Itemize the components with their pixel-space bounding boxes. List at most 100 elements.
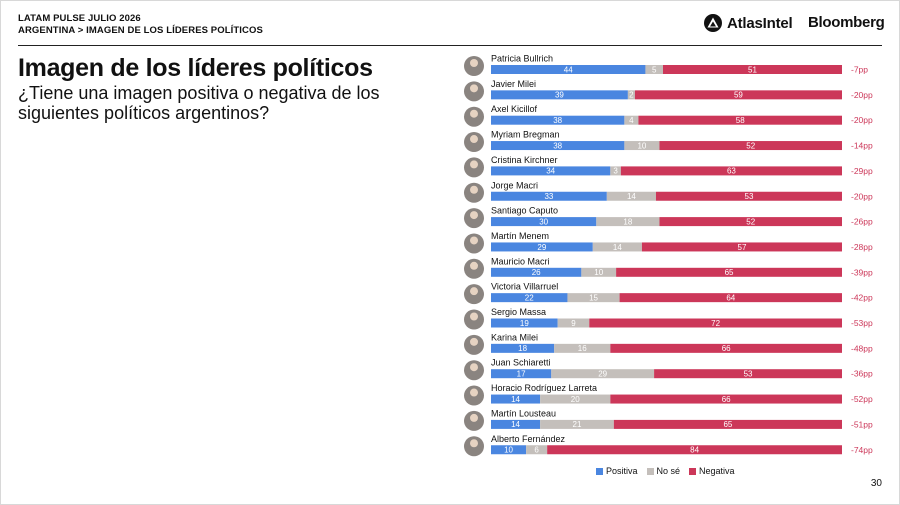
bar-negativa bbox=[589, 318, 842, 328]
politician-name: Santiago Caputo bbox=[491, 206, 558, 216]
bar-positiva bbox=[491, 419, 541, 429]
politician-name: Martín Lousteau bbox=[491, 408, 556, 418]
politician-name: Cristina Kirchner bbox=[491, 155, 558, 165]
bar-positiva bbox=[491, 267, 582, 277]
net-diff-label: -28pp bbox=[851, 242, 873, 252]
bar-nos bbox=[551, 369, 655, 379]
legend-swatch-nose bbox=[646, 467, 654, 475]
politician-name: Karina Milei bbox=[491, 332, 538, 342]
chart-legend: Positiva No sé Negativa bbox=[596, 466, 735, 476]
data-label: 3 bbox=[613, 167, 618, 176]
bar-nos bbox=[606, 191, 656, 201]
data-label: 52 bbox=[746, 141, 755, 150]
data-label: 16 bbox=[578, 344, 587, 353]
atlasintel-logo: AtlasIntel bbox=[703, 13, 793, 33]
data-label: 21 bbox=[573, 420, 582, 429]
net-diff-label: -20pp bbox=[851, 90, 873, 100]
net-diff-label: -39pp bbox=[851, 267, 873, 277]
bar-nos bbox=[540, 394, 611, 404]
bar-negativa bbox=[662, 65, 842, 74]
bar-positiva bbox=[491, 242, 593, 252]
net-diff-label: -42pp bbox=[851, 293, 873, 303]
legend-item-nose: No sé bbox=[646, 466, 681, 476]
bar-negativa bbox=[641, 242, 842, 252]
legend-label-nose: No sé bbox=[656, 466, 681, 476]
bar-negativa bbox=[655, 191, 842, 201]
bar-nos bbox=[624, 115, 639, 125]
bar-positiva bbox=[491, 293, 568, 303]
bar-positiva bbox=[491, 445, 527, 455]
atlasintel-logo-text: AtlasIntel bbox=[727, 14, 793, 32]
page-number: 30 bbox=[870, 478, 882, 489]
data-label: 66 bbox=[722, 395, 731, 404]
data-label: 30 bbox=[539, 217, 548, 226]
bar-nos bbox=[526, 445, 548, 455]
data-label: 5 bbox=[652, 65, 657, 74]
net-diff-label: -26pp bbox=[851, 217, 873, 227]
politician-name: Victoria Villarruel bbox=[491, 282, 558, 292]
avatar-face bbox=[470, 211, 478, 220]
breadcrumb: ARGENTINA > IMAGEN DE LOS LÍDERES POLÍTI… bbox=[18, 25, 263, 36]
net-diff-label: -36pp bbox=[851, 369, 873, 379]
net-diff-label: -74pp bbox=[851, 445, 873, 455]
data-label: 14 bbox=[511, 420, 520, 429]
net-diff-label: -48pp bbox=[851, 343, 873, 353]
data-label: 29 bbox=[598, 370, 607, 379]
data-label: 38 bbox=[553, 116, 562, 125]
legend-item-positiva: Positiva bbox=[596, 466, 638, 476]
bar-nos bbox=[592, 242, 642, 252]
data-label: 84 bbox=[690, 446, 699, 455]
avatar-face bbox=[470, 135, 478, 144]
bar-positiva bbox=[491, 217, 597, 227]
data-label: 65 bbox=[723, 420, 732, 429]
bar-positiva bbox=[491, 318, 558, 328]
data-label: 26 bbox=[532, 268, 541, 277]
survey-label: LATAM PULSE JULIO 2026 bbox=[18, 13, 141, 24]
data-label: 72 bbox=[711, 319, 720, 328]
bar-nos bbox=[557, 318, 590, 328]
data-label: 15 bbox=[589, 293, 598, 302]
data-label: 29 bbox=[537, 243, 546, 252]
net-diff-label: -52pp bbox=[851, 394, 873, 404]
data-label: 14 bbox=[627, 192, 636, 201]
bar-negativa bbox=[610, 394, 842, 404]
data-label: 57 bbox=[738, 243, 747, 252]
bloomberg-logo: Bloomberg bbox=[808, 14, 885, 31]
avatar-face bbox=[470, 236, 478, 245]
bar-positiva bbox=[491, 369, 552, 379]
bar-negativa bbox=[620, 166, 842, 176]
bar-negativa bbox=[619, 293, 842, 303]
avatar-face bbox=[470, 287, 478, 296]
politician-name: Jorge Macri bbox=[491, 180, 538, 190]
avatar-face bbox=[470, 337, 478, 346]
net-diff-label: -53pp bbox=[851, 318, 873, 328]
data-label: 10 bbox=[504, 446, 513, 455]
data-label: 4 bbox=[629, 116, 634, 125]
header-divider bbox=[18, 45, 882, 46]
bar-negativa bbox=[610, 343, 842, 353]
bar-nos bbox=[596, 217, 660, 227]
data-label: 64 bbox=[726, 293, 735, 302]
politician-name: Martín Menem bbox=[491, 231, 549, 241]
bar-positiva bbox=[491, 141, 625, 151]
bar-negativa bbox=[659, 217, 842, 227]
bar-positiva bbox=[491, 166, 611, 176]
net-diff-label: -20pp bbox=[851, 191, 873, 201]
data-label: 58 bbox=[736, 116, 745, 125]
bar-positiva bbox=[491, 343, 555, 353]
bar-positiva bbox=[491, 191, 607, 201]
net-diff-label: -20pp bbox=[851, 115, 873, 125]
data-label: 18 bbox=[518, 344, 527, 353]
bar-nos bbox=[610, 166, 621, 176]
data-label: 52 bbox=[746, 217, 755, 226]
data-label: 65 bbox=[725, 268, 734, 277]
data-label: 19 bbox=[520, 319, 529, 328]
legend-item-negativa: Negativa bbox=[689, 466, 735, 476]
bar-negativa bbox=[547, 445, 842, 455]
avatar-face bbox=[470, 312, 478, 321]
bar-negativa bbox=[659, 141, 842, 151]
bar-positiva bbox=[491, 90, 628, 100]
politician-name: Alberto Fernández bbox=[491, 434, 566, 444]
data-label: 9 bbox=[571, 319, 576, 328]
